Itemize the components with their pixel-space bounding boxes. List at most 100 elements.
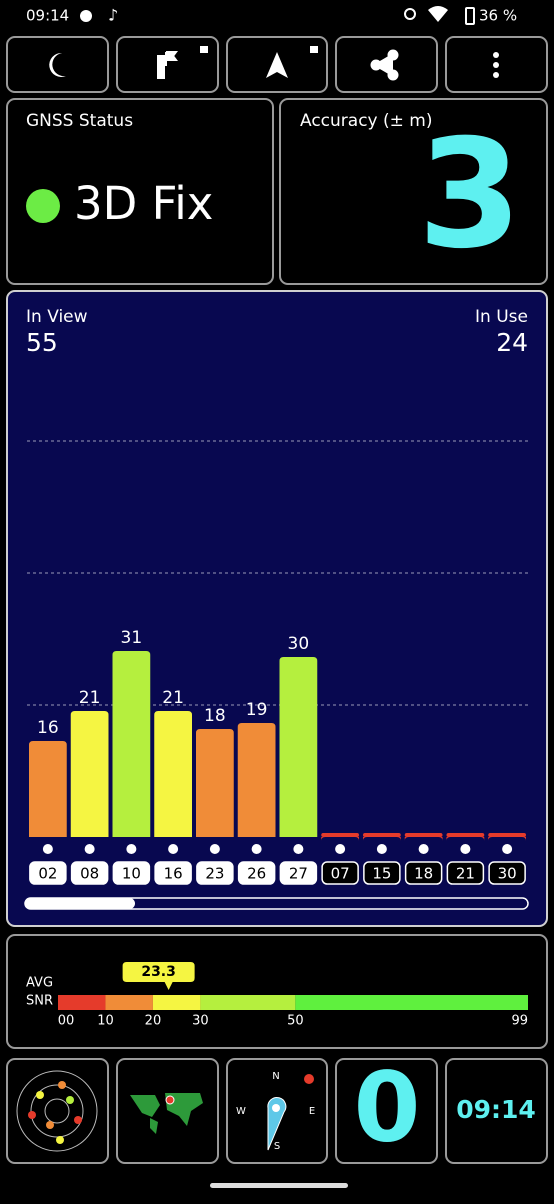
- snr-tick-label: 00: [58, 1014, 75, 1029]
- prn-box: [321, 861, 359, 885]
- in-use-count: 24: [496, 328, 528, 357]
- in-use-label: In Use: [475, 307, 528, 327]
- bar-value: 31: [121, 628, 143, 648]
- bar-value: 21: [79, 688, 101, 708]
- gnss-status-label: GNSS Status: [26, 111, 133, 131]
- map-location: [165, 1095, 175, 1105]
- bar: [237, 723, 276, 837]
- arrow-icon: [266, 52, 288, 78]
- settings-icon: [80, 10, 92, 22]
- avg-value: 23.3: [141, 964, 176, 980]
- satellite-dot: [502, 844, 513, 854]
- share-icon: [370, 49, 399, 81]
- prn-label: 23: [205, 865, 224, 883]
- prn-label: 10: [122, 865, 141, 883]
- snr-bars: 16 02 21 08 31 10 21 16 18 23 19 26 30 27 07 15 18 21 30: [27, 440, 528, 885]
- satellite-dot: [460, 844, 471, 854]
- scrollbar-thumb[interactable]: [25, 898, 135, 909]
- bar-value: 30: [288, 634, 310, 654]
- fix-status: 3D Fix: [74, 177, 213, 230]
- map-button[interactable]: [116, 1058, 219, 1164]
- prn-box: [279, 861, 318, 885]
- status-time: 09:14: [26, 7, 69, 25]
- satellite-dot: [293, 844, 304, 854]
- satellite-dot: [335, 844, 346, 854]
- location-icon: [404, 8, 416, 20]
- snr-tick-label: 99: [511, 1014, 528, 1029]
- bar: [112, 651, 151, 837]
- prn-label: 27: [289, 865, 308, 883]
- clock-tile[interactable]: [445, 1058, 548, 1164]
- compass-s: S: [274, 1141, 280, 1152]
- snr-tick-label: 50: [287, 1014, 304, 1029]
- snr-band: [105, 995, 153, 1010]
- prn-label: 07: [331, 865, 350, 883]
- snr-band: [152, 995, 201, 1010]
- avg-snr-panel: [6, 934, 548, 1049]
- snr-label: SNR: [26, 994, 53, 1009]
- prn-label: 30: [498, 865, 517, 883]
- prn-box: [237, 861, 276, 885]
- battery-level: 36 %: [479, 7, 517, 25]
- satellite-dot: [168, 844, 179, 854]
- battery-icon: [465, 7, 475, 25]
- empty-bar-stub: [488, 833, 526, 837]
- lock-icon: [200, 46, 208, 53]
- prn-box: [196, 861, 234, 885]
- moon-icon: [49, 52, 66, 77]
- prn-label: 26: [247, 865, 266, 883]
- wifi-icon: [428, 6, 448, 22]
- nav-handle[interactable]: [210, 1183, 348, 1188]
- lock-icon: [310, 46, 318, 53]
- speed-tile[interactable]: [335, 1058, 438, 1164]
- gnss-status-panel: [6, 98, 274, 285]
- accuracy-panel: [279, 98, 548, 285]
- prn-label: 18: [414, 865, 433, 883]
- bar-value: 16: [37, 718, 59, 738]
- in-view-label: In View: [26, 307, 88, 327]
- prn-box: [404, 861, 443, 885]
- snr-tick-label: 20: [145, 1014, 162, 1029]
- bar: [154, 711, 192, 837]
- prn-box: [488, 861, 526, 885]
- empty-bar-stub: [404, 833, 443, 837]
- snr-band: [200, 995, 296, 1010]
- prn-label: 02: [38, 865, 57, 883]
- snr-band: [58, 995, 106, 1010]
- compass-w: W: [236, 1106, 246, 1117]
- world-map-icon: [130, 1093, 203, 1134]
- satellite-dot: [126, 844, 137, 854]
- avg-label: AVG: [26, 976, 53, 991]
- bar: [196, 729, 234, 837]
- guide-icon: [157, 51, 178, 79]
- sky-view-icon: [16, 1070, 98, 1152]
- night-mode-button[interactable]: [6, 36, 109, 93]
- empty-bar-stub: [363, 833, 401, 837]
- clock: 09:14: [456, 1095, 536, 1124]
- menu-icon: [493, 52, 499, 78]
- prn-label: 16: [164, 865, 183, 883]
- bar: [70, 711, 109, 837]
- avg-marker: [122, 962, 195, 990]
- empty-bar-stub: [446, 833, 485, 837]
- bar: [279, 657, 318, 837]
- satellite-dot: [251, 844, 262, 854]
- snr-band: [295, 995, 528, 1010]
- satellite-dot: [209, 844, 220, 854]
- compass-n: N: [272, 1071, 279, 1082]
- compass: N E S W: [236, 1071, 315, 1152]
- prn-box: [29, 861, 67, 885]
- prn-label: 21: [456, 865, 475, 883]
- prn-label: 08: [80, 865, 99, 883]
- bar-value: 19: [246, 700, 268, 720]
- guide-button[interactable]: [116, 36, 219, 93]
- satellite-dot: [418, 844, 429, 854]
- prn-box: [70, 861, 109, 885]
- accuracy-value: 3: [418, 108, 522, 282]
- accuracy-label: Accuracy (± m): [300, 111, 433, 131]
- prn-box: [112, 861, 151, 885]
- prn-box: [446, 861, 485, 885]
- fix-indicator: [26, 189, 60, 223]
- sky-view-button[interactable]: [6, 1058, 109, 1164]
- snr-tick-label: 10: [97, 1014, 114, 1029]
